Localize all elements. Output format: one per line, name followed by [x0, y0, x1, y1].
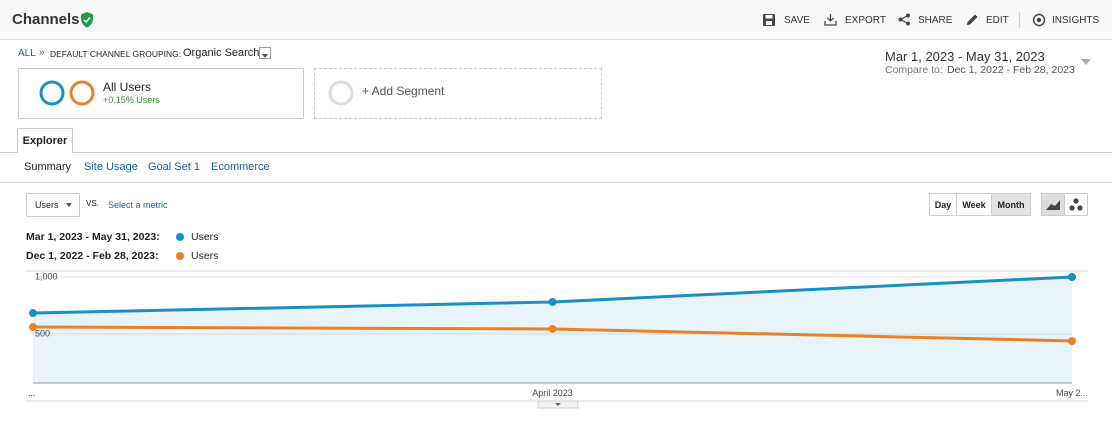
x-tick-label: May 2... [1056, 388, 1088, 398]
header-bar [0, 0, 1112, 40]
scroll-handle[interactable] [537, 400, 579, 409]
segment-name: All Users [103, 80, 152, 94]
legend-label: Users [191, 231, 219, 243]
legend-swatch [176, 233, 184, 241]
day-button[interactable]: Day [929, 193, 957, 216]
metric: Users [35, 200, 59, 210]
divider [0, 182, 1112, 183]
week-button[interactable]: Week [956, 193, 992, 216]
tab-line [0, 152, 1112, 153]
month-button[interactable]: Month [991, 193, 1031, 216]
series-line [32, 275, 1073, 315]
add-segment-icon [328, 80, 354, 106]
breadcrumb-grouping: DEFAULT CHANNEL GROUPING: [50, 49, 182, 59]
subtab[interactable]: Summary [24, 161, 72, 173]
separator [1019, 12, 1020, 28]
motion-chart-icon [1069, 198, 1083, 211]
share-button[interactable]: SHARE [918, 15, 953, 26]
y-tick-label: 500 [35, 328, 50, 338]
data-point [548, 324, 557, 333]
add-segment-box[interactable] [314, 68, 602, 119]
legend-period: Mar 1, 2023 - May 31, 2023: [26, 231, 160, 243]
x-tick-label: April 2023 [532, 388, 573, 398]
line-chart-button[interactable] [1041, 193, 1065, 216]
date-dropdown[interactable] [1081, 59, 1091, 65]
save-icon[interactable] [763, 14, 775, 26]
compare-range: Dec 1, 2022 - Feb 28, 2023 [947, 64, 1075, 76]
y-tick-label: 1,000 [35, 271, 58, 281]
tab[interactable]: Explorer [17, 128, 73, 153]
verified-icon [81, 12, 93, 28]
edit-icon[interactable] [966, 13, 979, 26]
insights-icon[interactable] [1032, 13, 1046, 27]
subtab[interactable]: Goal Set 1 [148, 161, 200, 173]
breadcrumb-separator: » [39, 47, 45, 58]
data-point [29, 323, 37, 332]
add-segment[interactable]: + Add Segment [362, 84, 445, 98]
data-point [548, 297, 557, 306]
legend-period: Dec 1, 2022 - Feb 28, 2023: [26, 250, 159, 262]
subtab[interactable]: Ecommerce [211, 161, 270, 173]
legend-swatch [176, 252, 184, 260]
data-point [1068, 336, 1076, 345]
legend-label: Users [191, 250, 219, 262]
dropdown-arrow [262, 54, 268, 58]
x-tick-label: ... [28, 388, 36, 398]
vs-label: VS. [86, 199, 99, 208]
segment-change: +0.15% Users [103, 95, 160, 105]
insights-button[interactable]: INSIGHTS [1052, 15, 1100, 26]
page-title: Channels [12, 11, 80, 28]
data-point [29, 309, 37, 318]
compare-label: Compare to: [885, 64, 943, 76]
share-icon[interactable] [898, 13, 911, 26]
metric-dropdown[interactable] [26, 193, 80, 217]
series-line [32, 325, 1073, 343]
select-metric[interactable]: Select a metric [108, 200, 168, 210]
save-button[interactable]: SAVE [784, 15, 810, 26]
breadcrumb-value: Organic Search [183, 47, 260, 59]
line-chart-icon [1046, 200, 1060, 210]
breadcrumb-dropdown[interactable] [259, 47, 271, 59]
motion-chart-button[interactable] [1064, 193, 1088, 216]
edit-button[interactable]: EDIT [986, 15, 1009, 26]
area [33, 276, 1072, 383]
segment-icon [39, 80, 95, 106]
export-icon[interactable] [824, 13, 837, 26]
segment-box[interactable] [18, 68, 304, 119]
export-button[interactable]: EXPORT [845, 15, 886, 26]
data-point [1068, 272, 1076, 281]
breadcrumb-root[interactable]: ALL [18, 48, 36, 59]
metric-arrow [66, 203, 72, 207]
date-range[interactable]: Mar 1, 2023 - May 31, 2023 [885, 49, 1045, 64]
scroll-arrow [555, 403, 561, 406]
subtab[interactable]: Site Usage [84, 161, 138, 173]
